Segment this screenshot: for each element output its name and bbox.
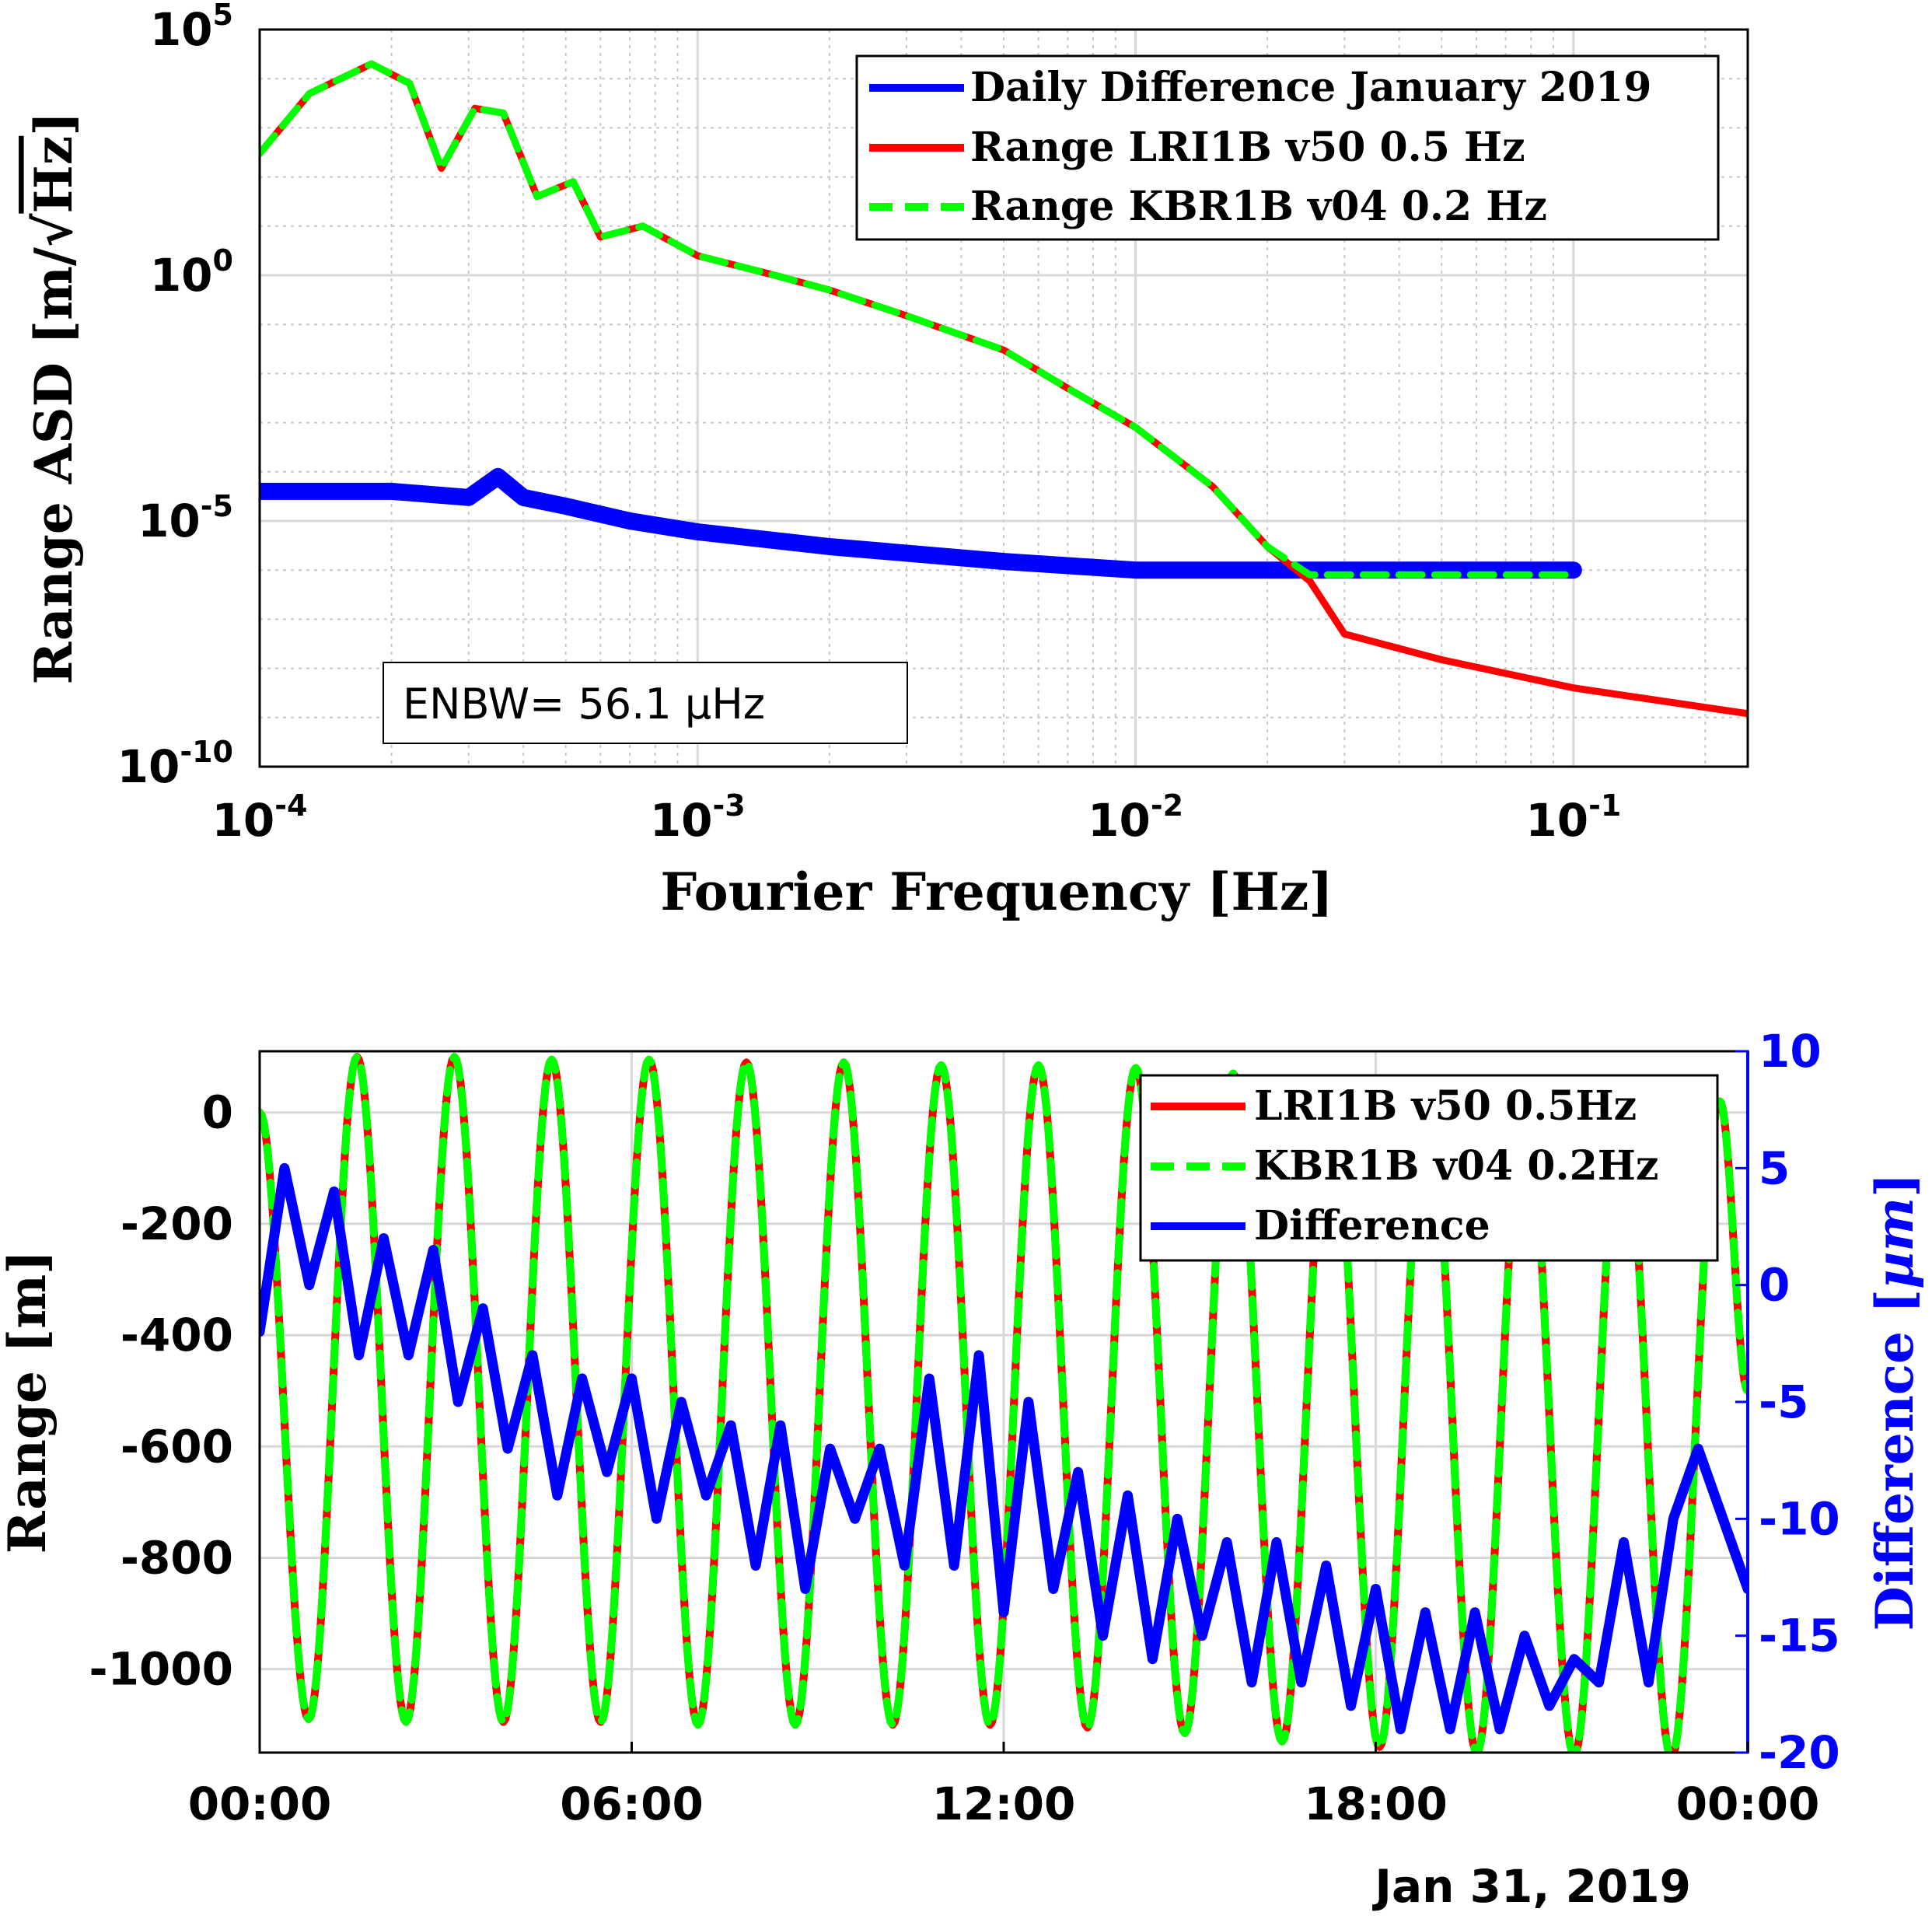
asd-legend: Daily Difference January 2019 Range LRI1…: [855, 54, 1720, 241]
range-ticks: 00:00 06:00 12:00 18:00 00:000-200-400-600-8…: [89, 1025, 1840, 1830]
asd-y-tick-label-3: 10-10: [117, 735, 233, 793]
range-panel: 00:00 06:00 12:00 18:00 00:000-200-400-600-8…: [0, 1025, 1925, 1913]
asd-grid: [258, 28, 1748, 768]
difference-tick-label-3: -5: [1759, 1375, 1808, 1428]
asd-y-axis-label: Range ASD [m/√Hz]: [23, 112, 84, 685]
difference-tick-label-0: 10: [1759, 1025, 1822, 1078]
range-x-tick-label-2: 12:00: [932, 1777, 1076, 1830]
range-y-tick-label-0: 0: [202, 1086, 233, 1139]
asd-x-tick-label-3: 10-1: [1525, 788, 1621, 847]
asd-x-tick-label-2: 10-2: [1088, 788, 1183, 847]
asd-series-2: [260, 60, 1577, 578]
asd-series-layer: [260, 60, 1748, 718]
enbw-annotation: ENBW= 56.1 µHz: [383, 662, 908, 744]
date-label: Jan 31, 2019: [1371, 1860, 1691, 1913]
range-x-tick-label-4: 00:00: [1676, 1777, 1820, 1830]
asd-legend-box: [855, 54, 1720, 241]
difference-tick-label-5: -15: [1759, 1610, 1840, 1662]
asd-y-tick-label-0: 105: [150, 0, 233, 56]
range-y-tick-label-5: -1000: [89, 1643, 234, 1696]
asd-legend-label-lri: Range LRI1B v50 0.5 Hz: [970, 124, 1525, 171]
asd-x-axis-label: Fourier Frequency [Hz]: [660, 862, 1333, 922]
range-y-tick-label-4: -800: [121, 1531, 233, 1584]
asd-y-tick-label-2: 10-5: [138, 489, 233, 547]
asd-series-0: [260, 467, 1582, 579]
enbw-annotation-text: ENBW= 56.1 µHz: [403, 680, 765, 729]
asd-legend-label-difference: Daily Difference January 2019: [970, 64, 1651, 111]
difference-tick-label-6: -20: [1759, 1726, 1840, 1779]
asd-legend-label-kbr: Range KBR1B v04 0.2 Hz: [970, 183, 1547, 230]
range-x-tick-label-0: 00:00: [188, 1777, 332, 1830]
difference-tick-label-1: 5: [1759, 1141, 1790, 1194]
range-legend-label-kbr: KBR1B v04 0.2Hz: [1254, 1142, 1658, 1190]
asd-y-tick-label-1: 100: [150, 243, 233, 302]
range-y-tick-label-2: -400: [121, 1309, 233, 1361]
difference-y-axis-label: Difference [µm]: [1864, 1173, 1925, 1631]
range-y-axis-label: Range [m]: [0, 1250, 58, 1554]
asd-axes-box: [258, 28, 1749, 768]
enbw-annotation-box: [383, 662, 908, 744]
difference-tick-label-2: 0: [1759, 1259, 1790, 1312]
range-x-tick-label-3: 18:00: [1304, 1777, 1448, 1830]
asd-x-tick-label-0: 10-4: [212, 788, 308, 847]
range-legend-label-difference: Difference: [1254, 1202, 1490, 1250]
asd-ticks: 10-4 10-3 10-2 10-1 105 100 10-5 10-10: [117, 0, 1622, 847]
asd-x-tick-label-1: 10-3: [650, 788, 746, 847]
range-legend-label-lri: LRI1B v50 0.5Hz: [1254, 1082, 1637, 1130]
range-series-2: [260, 1162, 1748, 1735]
range-legend: LRI1B v50 0.5Hz KBR1B v04 0.2Hz Differen…: [1139, 1074, 1719, 1262]
asd-panel: 10-4 10-3 10-2 10-1 105 100 10-5 10-10 Range AS…: [23, 0, 1749, 922]
difference-tick-label-4: -10: [1759, 1492, 1840, 1545]
range-x-tick-label-1: 06:00: [560, 1777, 704, 1830]
range-y-tick-label-1: -200: [121, 1197, 233, 1250]
range-y-tick-label-3: -600: [121, 1420, 233, 1473]
